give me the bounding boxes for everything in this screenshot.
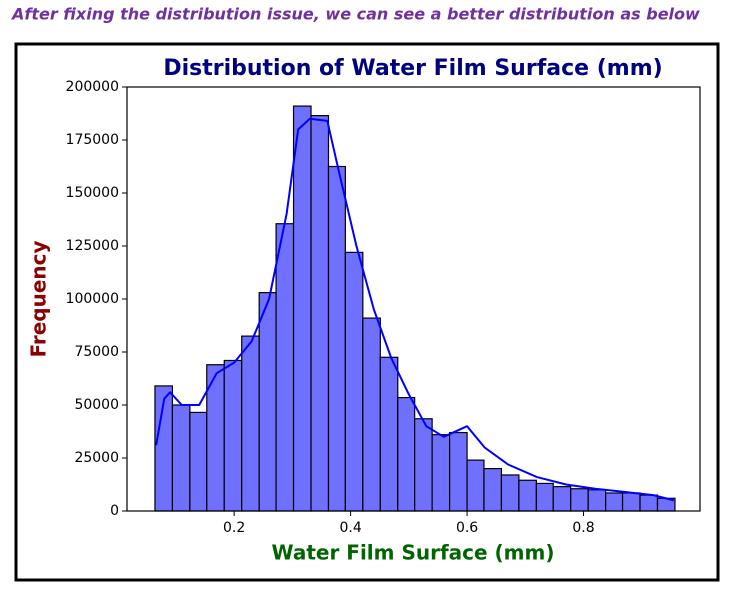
chart-title: Distribution of Water Film Surface (mm) — [163, 56, 662, 81]
bar — [518, 479, 537, 512]
bar — [414, 418, 433, 512]
bar — [500, 474, 520, 512]
x-tick-label: 0.6 — [456, 520, 478, 536]
bar — [171, 404, 191, 512]
y-axis-label: Frequency — [27, 240, 51, 357]
bar — [570, 488, 589, 512]
kde-line — [155, 117, 675, 502]
bar — [258, 292, 277, 512]
bar — [535, 482, 554, 512]
bar — [431, 434, 451, 512]
bar — [223, 359, 243, 512]
bar — [587, 489, 607, 512]
bar — [327, 165, 346, 512]
bar — [483, 468, 503, 512]
bar — [275, 223, 295, 512]
y-tick-label: 75000 — [74, 344, 119, 360]
y-tick-label: 125000 — [66, 238, 119, 254]
bar — [639, 494, 659, 512]
y-tick-label: 150000 — [66, 185, 119, 201]
y-tick-label: 200000 — [66, 79, 119, 95]
bar — [466, 459, 485, 512]
x-tick-label: 0.2 — [223, 520, 245, 536]
x-tick-label: 0.8 — [572, 520, 594, 536]
bar — [241, 335, 260, 512]
y-tick-label: 100000 — [66, 291, 119, 307]
plot-frame — [126, 86, 701, 512]
bar — [292, 105, 312, 512]
bar — [605, 492, 624, 512]
bar — [362, 317, 381, 512]
y-tick-label: 50000 — [74, 397, 119, 413]
x-tick-label: 0.4 — [339, 520, 361, 536]
caption: After fixing the distribution issue, we … — [10, 5, 700, 24]
bar — [344, 251, 364, 512]
y-tick-label: 0 — [110, 503, 119, 519]
bar — [379, 356, 399, 512]
y-tick-label: 25000 — [74, 450, 119, 466]
y-tick-label: 175000 — [66, 132, 119, 148]
x-axis-label: Water Film Surface (mm) — [271, 541, 554, 565]
bar — [552, 486, 572, 512]
bar — [310, 115, 330, 512]
bar — [621, 492, 641, 512]
bar — [189, 411, 208, 512]
bar — [397, 396, 416, 512]
bar — [449, 431, 468, 512]
